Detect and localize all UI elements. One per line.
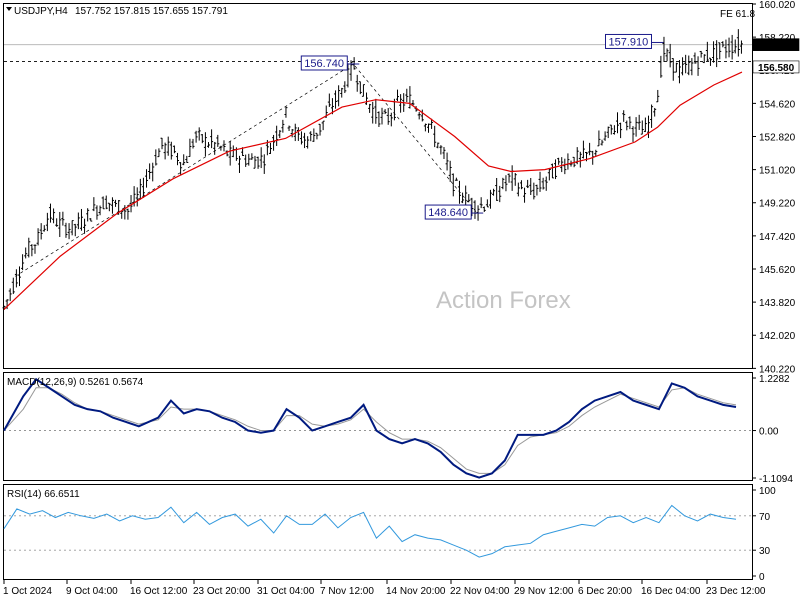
time-axis-label: 7 Nov 12:00 <box>320 586 374 597</box>
axis-layer: 160.020158.220156.420154.620152.820151.0… <box>3 0 800 597</box>
price-panel <box>3 3 753 369</box>
price-layer: 156.740 148.640 157.910 <box>2 29 752 311</box>
annotation-label: 157.910 <box>608 36 648 48</box>
current-price-tag-label: 157.790 <box>758 41 795 52</box>
price-axis-label: 147.420 <box>759 232 796 243</box>
candles <box>2 29 743 311</box>
price-annotation: 156.740 <box>300 55 360 71</box>
price-axis-label: 149.220 <box>759 199 796 210</box>
watermark: Action Forex <box>436 287 571 314</box>
time-axis-label: 6 Dec 20:00 <box>578 586 632 597</box>
level-price-tag-label: 156.580 <box>758 63 795 74</box>
rsi-panel <box>3 484 753 580</box>
symbol-label: USDJPY,H4 <box>14 6 68 17</box>
rsi-line <box>3 504 737 558</box>
annotation-box <box>604 33 652 49</box>
time-axis-label: 16 Oct 12:00 <box>130 586 188 597</box>
annotation-label: 156.740 <box>304 58 344 70</box>
price-annotation: 148.640 <box>424 204 484 220</box>
macd-axis-label: 0.00 <box>759 427 779 438</box>
macd-axis-label: 1.2282 <box>759 374 790 385</box>
time-axis-label: 16 Dec 04:00 <box>641 586 701 597</box>
time-axis-label: 23 Oct 20:00 <box>193 586 251 597</box>
price-annotation: 157.910 <box>604 33 664 49</box>
price-axis-label: 145.620 <box>759 265 796 276</box>
rsi-axis-label: 70 <box>759 512 771 523</box>
time-axis-label: 14 Nov 20:00 <box>386 586 446 597</box>
price-axis-label: 154.620 <box>759 99 796 110</box>
time-axis-label: 9 Oct 04:00 <box>66 586 118 597</box>
price-axis-label: 152.820 <box>759 132 796 143</box>
annotation-box <box>424 204 472 220</box>
time-axis-label: 1 Oct 2024 <box>3 586 52 597</box>
ohlc-values: 157.752 157.815 157.655 157.791 <box>75 6 228 17</box>
macd-panel <box>3 372 753 481</box>
time-axis-label: 29 Nov 12:00 <box>514 586 574 597</box>
rsi-title: RSI(14) 66.6511 <box>7 489 80 500</box>
rsi-layer <box>3 504 752 558</box>
time-axis-label: 22 Nov 04:00 <box>450 586 510 597</box>
price-axis-label: 151.020 <box>759 166 796 177</box>
price-axis-label: 140.220 <box>759 364 796 375</box>
rsi-axis-label: 100 <box>759 486 776 497</box>
macd-main-line <box>3 377 737 479</box>
moving-average-line <box>3 71 743 310</box>
annotation-box <box>300 55 348 71</box>
fibo-dashed-line <box>15 63 478 277</box>
price-axis-label: 143.820 <box>759 298 796 309</box>
rsi-axis-label: 30 <box>759 546 771 557</box>
symbol-arrow-icon <box>6 7 12 11</box>
macd-title: MACD(12,26,9) 0.5261 0.5674 <box>7 377 144 388</box>
time-axis-label: 23 Dec 12:00 <box>706 586 766 597</box>
macd-axis-label: -1.1094 <box>759 474 793 485</box>
price-axis-label: 142.020 <box>759 331 796 342</box>
price-axis-label: 160.020 <box>759 0 796 11</box>
fe-label: FE 61.8 <box>720 9 755 20</box>
current-price-tag-box <box>752 38 800 51</box>
macd-signal-line <box>3 387 737 474</box>
rsi-axis-label: 0 <box>759 572 765 583</box>
time-axis-label: 31 Oct 04:00 <box>257 586 315 597</box>
level-price-tag-box <box>752 60 800 74</box>
annotation-label: 148.640 <box>428 207 468 219</box>
macd-layer <box>3 377 752 479</box>
